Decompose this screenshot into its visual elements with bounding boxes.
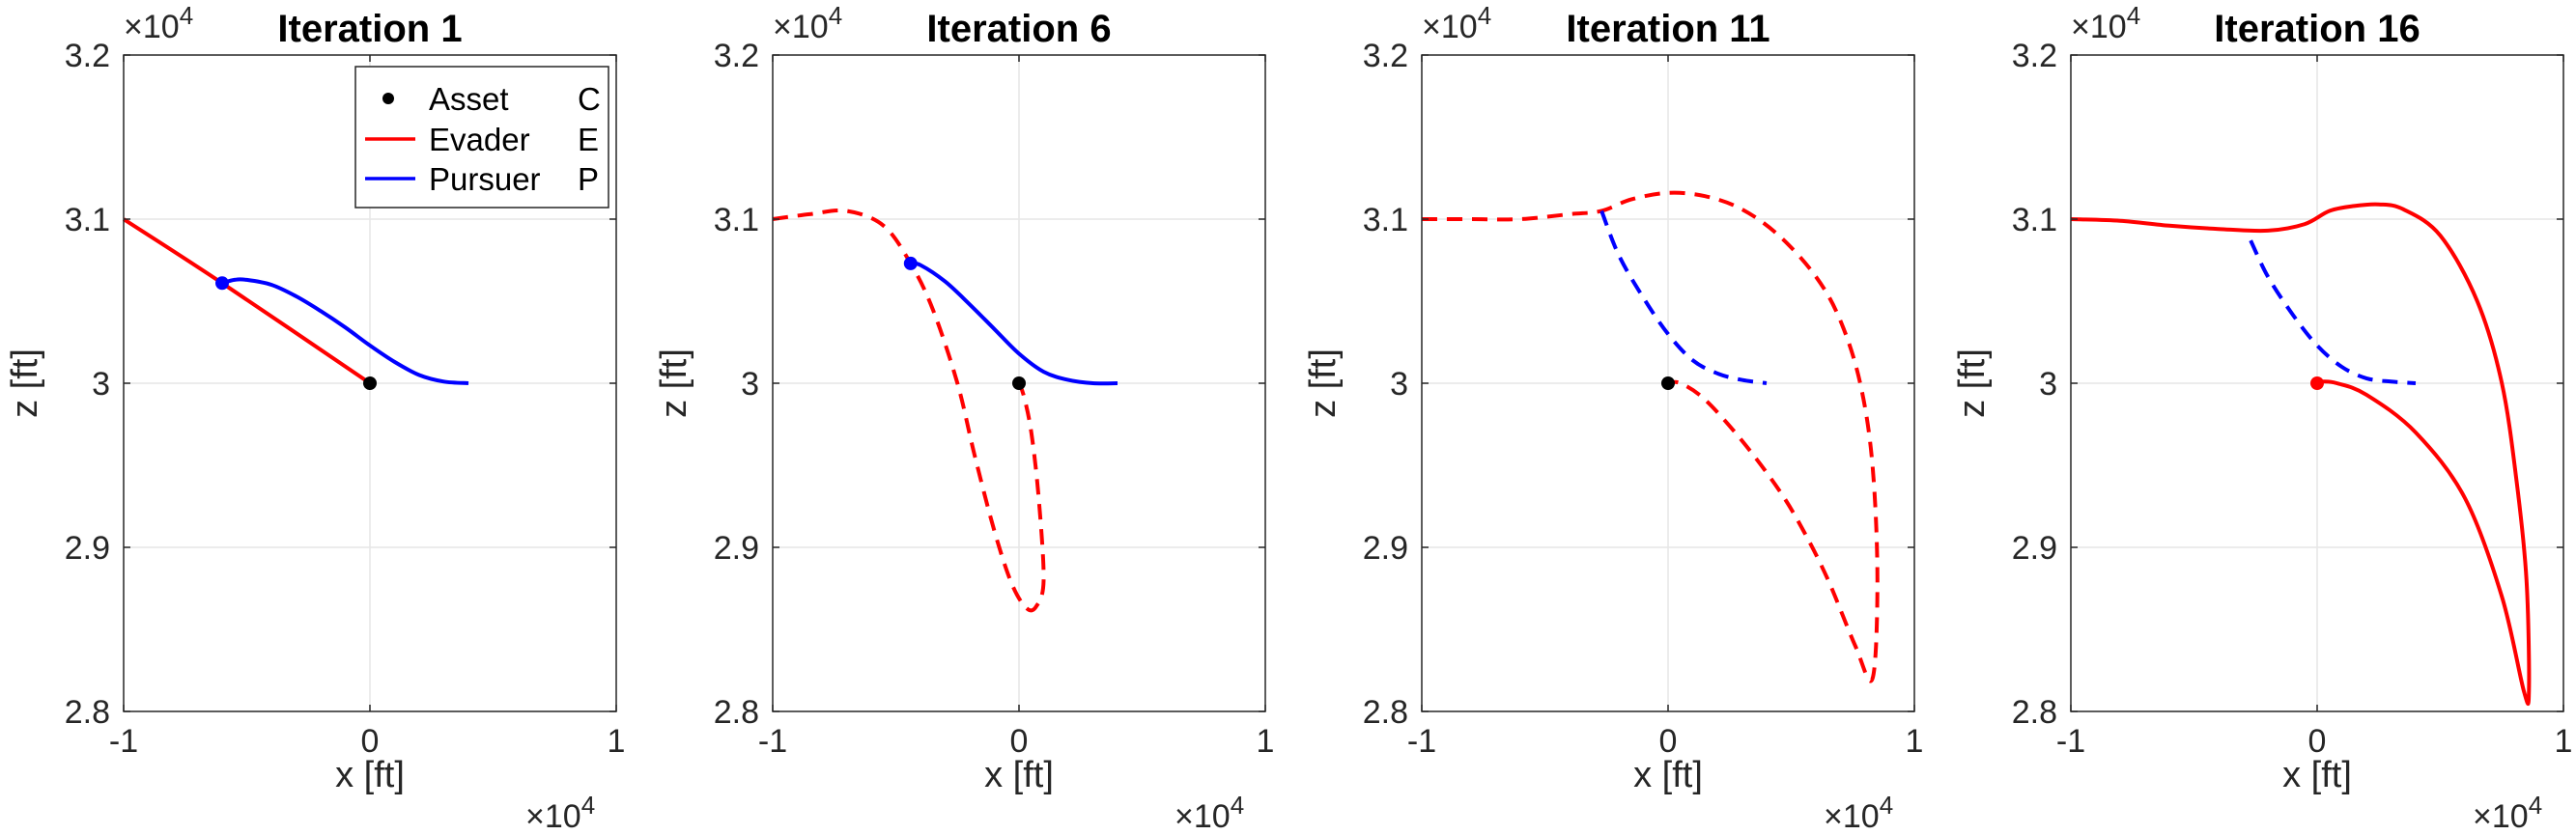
pursuer-trajectory [2249, 239, 2417, 385]
y-tick-label: 2.9 [1363, 530, 1408, 567]
asset-marker [1661, 376, 1675, 390]
panel-title: Iteration 6 [926, 8, 1111, 50]
x-axis-label: x [ft] [2282, 755, 2352, 795]
tick-layer: -1 0 1 2.8 2.9 3 3.1 3.2 [714, 38, 1275, 760]
y-axis-label: z [ft] [1303, 348, 1344, 418]
intercept-marker [215, 276, 229, 291]
legend-evader-label: Evader [429, 122, 530, 157]
y-tick-label: 3 [741, 366, 759, 403]
x-tick-label: -1 [2056, 723, 2085, 760]
x-tick-label: 0 [1659, 723, 1678, 760]
asset-marker [363, 376, 377, 390]
intercept-marker [903, 256, 918, 270]
panel-title: Iteration 11 [1566, 8, 1769, 50]
x-tick-label: 0 [361, 723, 380, 760]
x-tick-label: 0 [2308, 723, 2327, 760]
y-tick-label: 2.8 [1363, 694, 1408, 731]
y-tick-label: 2.9 [714, 530, 759, 567]
y-tick-label: 3.1 [65, 202, 110, 238]
x-exponent: ×104 [1824, 791, 1893, 835]
y-tick-label: 3 [92, 366, 110, 403]
pursuer-trajectory [910, 261, 1118, 386]
y-tick-label: 3 [2039, 366, 2057, 403]
y-tick-label: 2.8 [2012, 694, 2057, 731]
tick-layer: -1 0 1 2.8 2.9 3 3.1 3.2 [65, 38, 626, 760]
subplot-3: -1 0 1 2.8 2.9 3 3.1 3.2 Iteration 11 x [ft] z … [1303, 1, 1923, 835]
subplot-1: -1 0 1 2.8 2.9 3 3.1 3.2 Iteration 1 x [ft] z [… [5, 1, 625, 835]
x-exponent: ×104 [525, 791, 595, 835]
subplot-2: -1 0 1 2.8 2.9 3 3.1 3.2 Iteration 6 x [ft] z [… [654, 1, 1274, 835]
y-exponent: ×104 [2071, 1, 2140, 45]
x-axis-label: x [ft] [1633, 755, 1703, 795]
y-tick-label: 3.1 [2012, 202, 2057, 238]
x-tick-label: 1 [1257, 723, 1275, 760]
series-layer [1422, 190, 1880, 683]
x-exponent: ×104 [2473, 791, 2542, 835]
y-exponent: ×104 [773, 1, 842, 45]
asset-marker [1012, 376, 1026, 390]
legend-asset-marker [382, 93, 394, 104]
y-tick-label: 2.9 [65, 530, 110, 567]
subplot-4: -1 0 1 2.8 2.9 3 3.1 3.2 Iteration 16 x [ft] z … [1952, 1, 2572, 835]
tick-layer: -1 0 1 2.8 2.9 3 3.1 3.2 [1363, 38, 1924, 760]
legend: Asset C Evader E Pursuer P [354, 66, 609, 209]
pursuer-trajectory [221, 277, 469, 385]
y-tick-label: 2.8 [714, 694, 759, 731]
y-tick-label: 3.2 [714, 38, 759, 74]
x-tick-label: 1 [2555, 723, 2573, 760]
series-layer [2070, 202, 2532, 707]
evader-trajectory [2070, 202, 2532, 707]
y-axis-label: z [ft] [5, 348, 45, 418]
y-tick-label: 2.8 [65, 694, 110, 731]
y-tick-label: 3.1 [1363, 202, 1408, 238]
pursuer-trajectory [1599, 209, 1768, 385]
legend-box [354, 66, 609, 209]
x-tick-label: -1 [1407, 723, 1436, 760]
y-tick-label: 2.9 [2012, 530, 2057, 567]
legend-asset-symbol: C [578, 81, 601, 117]
x-axis-label: x [ft] [335, 755, 405, 795]
tick-layer: -1 0 1 2.8 2.9 3 3.1 3.2 [2012, 38, 2573, 760]
legend-evader-symbol: E [578, 122, 599, 157]
y-exponent: ×104 [124, 1, 193, 45]
y-exponent: ×104 [1422, 1, 1491, 45]
legend-asset-label: Asset [429, 81, 509, 117]
x-tick-label: -1 [758, 723, 787, 760]
asset-marker [2310, 376, 2324, 390]
y-tick-label: 3.1 [714, 202, 759, 238]
y-tick-label: 3 [1390, 366, 1408, 403]
y-tick-label: 3.2 [1363, 38, 1408, 74]
x-tick-label: 1 [1906, 723, 1924, 760]
legend-pursuer-label: Pursuer [429, 161, 541, 197]
evader-trajectory [772, 208, 1046, 613]
y-tick-label: 3.2 [2012, 38, 2057, 74]
legend-pursuer-symbol: P [578, 161, 599, 197]
y-axis-label: z [ft] [654, 348, 694, 418]
x-tick-label: -1 [109, 723, 138, 760]
x-tick-label: 0 [1010, 723, 1029, 760]
series-layer [122, 217, 469, 390]
x-axis-label: x [ft] [984, 755, 1054, 795]
panel-title: Iteration 1 [277, 8, 462, 50]
x-exponent: ×104 [1175, 791, 1244, 835]
y-axis-label: z [ft] [1952, 348, 1993, 418]
x-tick-label: 1 [608, 723, 626, 760]
series-layer [772, 208, 1118, 613]
panel-title: Iteration 16 [2214, 8, 2420, 50]
y-tick-label: 3.2 [65, 38, 110, 74]
